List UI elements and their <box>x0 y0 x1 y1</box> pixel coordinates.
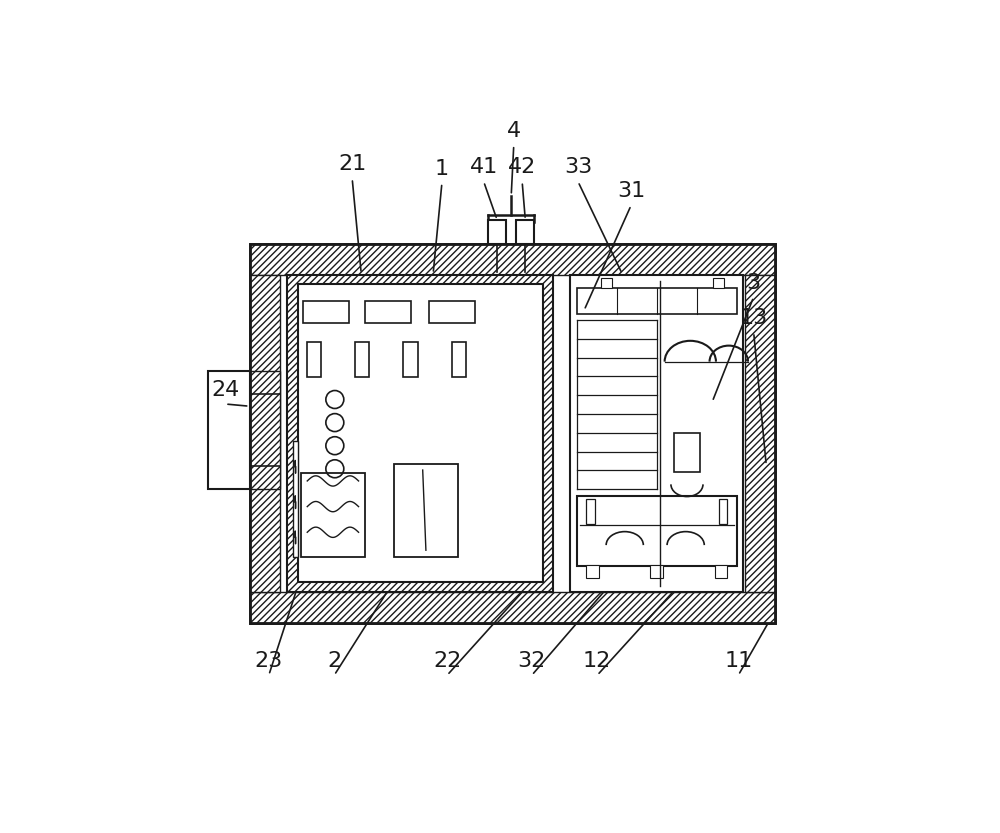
Bar <box>365 302 411 322</box>
Bar <box>719 498 727 524</box>
Bar <box>403 342 418 377</box>
Bar <box>429 302 475 322</box>
Text: 4: 4 <box>507 121 521 141</box>
Text: 23: 23 <box>255 651 283 671</box>
Bar <box>488 220 506 244</box>
Text: 21: 21 <box>338 154 366 174</box>
Text: 13: 13 <box>740 308 768 328</box>
Bar <box>287 275 553 592</box>
Bar <box>577 496 737 566</box>
Bar <box>298 284 543 582</box>
Bar <box>355 342 369 377</box>
Bar <box>250 275 280 592</box>
Bar <box>715 565 727 578</box>
Bar <box>250 244 775 623</box>
Bar <box>674 433 700 471</box>
Bar <box>650 565 663 578</box>
Text: 11: 11 <box>724 651 752 671</box>
Text: 41: 41 <box>470 157 498 177</box>
Text: 22: 22 <box>433 651 461 671</box>
Bar <box>307 342 321 377</box>
Bar <box>303 302 349 322</box>
Bar <box>577 288 737 313</box>
Text: 42: 42 <box>508 157 536 177</box>
Bar <box>745 275 775 592</box>
Text: 24: 24 <box>211 380 239 400</box>
Bar <box>601 278 612 288</box>
Bar <box>293 441 298 556</box>
Bar <box>570 275 743 592</box>
Text: 32: 32 <box>518 651 546 671</box>
Bar <box>586 565 599 578</box>
Bar <box>586 498 595 524</box>
Bar <box>208 371 250 489</box>
Bar <box>452 342 466 377</box>
Bar <box>250 592 775 623</box>
Bar <box>250 371 280 489</box>
Text: 3: 3 <box>747 272 761 292</box>
Text: 33: 33 <box>564 157 592 177</box>
Bar <box>250 244 775 275</box>
Bar <box>250 244 775 623</box>
Bar <box>301 473 365 556</box>
Text: 12: 12 <box>583 651 611 671</box>
Text: 1: 1 <box>435 158 449 178</box>
Text: 2: 2 <box>327 651 341 671</box>
Text: 31: 31 <box>617 181 645 201</box>
Bar <box>713 278 724 288</box>
Bar <box>394 464 458 556</box>
Bar <box>516 220 534 244</box>
